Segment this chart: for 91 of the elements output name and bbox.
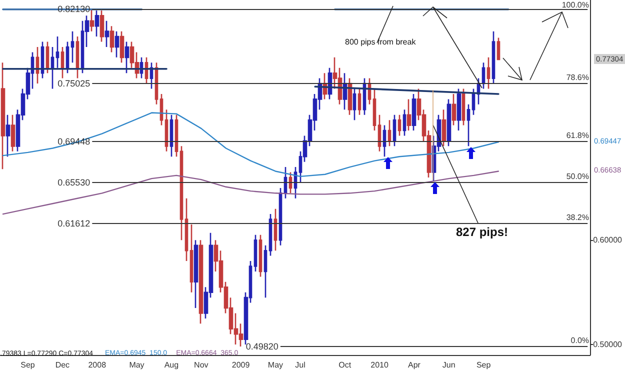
x-tick-label: May xyxy=(129,360,144,370)
candlestick xyxy=(198,239,204,324)
annotation: 50.0% xyxy=(566,172,589,181)
candlestick xyxy=(70,30,74,64)
x-tick-label: Oct xyxy=(338,360,352,370)
candlestick xyxy=(446,98,452,147)
candlestick xyxy=(496,37,500,60)
candlestick xyxy=(406,98,412,132)
candlestick xyxy=(0,62,6,170)
ref-line-label: 0.65530 xyxy=(58,177,90,188)
candlestick xyxy=(56,36,60,69)
candlestick xyxy=(378,114,382,152)
x-tick-label: Apr xyxy=(408,360,421,370)
y-tick-label: 0.60000 xyxy=(593,236,623,245)
candlestick xyxy=(124,41,130,74)
y-tick-label: 0.50000 xyxy=(593,340,623,350)
candlestick xyxy=(6,114,10,158)
candlestick xyxy=(402,108,406,136)
x-tick-label: 2010 xyxy=(370,360,389,370)
candlestick xyxy=(456,88,462,132)
candlestick xyxy=(442,108,446,147)
candlestick xyxy=(486,56,490,90)
candlestick xyxy=(100,10,104,42)
x-tick-label: Nov xyxy=(194,360,208,370)
candlestick xyxy=(150,62,154,90)
x-tick-label: Dec xyxy=(55,360,70,370)
candlestick xyxy=(170,114,174,158)
candlestick xyxy=(174,114,178,158)
candlestick xyxy=(392,114,396,147)
x-tick-label: 2008 xyxy=(88,360,107,370)
candlestick xyxy=(120,30,124,64)
x-tick-label: May xyxy=(268,360,284,370)
candlestick xyxy=(294,166,298,200)
candlestick xyxy=(472,88,476,116)
candlestick xyxy=(466,104,470,147)
annotation: 100.0% xyxy=(562,0,589,10)
annotation: 61.8% xyxy=(566,131,589,140)
candlestick xyxy=(268,213,272,256)
candlestick xyxy=(114,30,120,58)
candlestick xyxy=(352,88,356,121)
candlestick xyxy=(482,62,486,90)
candlestick xyxy=(372,88,376,132)
candlestick xyxy=(398,114,402,136)
candlestick xyxy=(278,187,282,246)
x-tick-label: Sep xyxy=(20,360,36,370)
candlestick xyxy=(76,36,80,79)
candlestick xyxy=(462,88,466,126)
x-tick-label: Jun xyxy=(442,360,456,370)
candlestick xyxy=(50,46,54,90)
line-series xyxy=(2,170,500,215)
candlestick xyxy=(412,93,416,132)
candlestick xyxy=(492,30,496,84)
x-tick-label: Aug xyxy=(164,360,179,370)
candlestick xyxy=(110,25,114,53)
x-tick-label: 2009 xyxy=(232,360,250,370)
candlestick xyxy=(190,224,194,294)
ref-line-label: 0.75025 xyxy=(58,78,90,88)
candlestick xyxy=(258,234,262,278)
annotation: 78.6% xyxy=(566,72,589,82)
candlestick xyxy=(36,46,40,84)
candlestick xyxy=(274,208,278,252)
annotation: 800 pips from break xyxy=(345,38,417,46)
candlestick xyxy=(180,146,184,241)
candlestick xyxy=(342,72,348,110)
x-tick-label: Jul xyxy=(295,360,306,370)
candlestick xyxy=(254,234,258,272)
candlestick xyxy=(60,46,64,79)
annotation: 38.2% xyxy=(566,212,589,222)
candlestick xyxy=(284,166,288,200)
candlestick xyxy=(194,239,198,309)
candlestick xyxy=(164,108,168,152)
candlestick xyxy=(358,88,362,116)
candlestick xyxy=(160,93,164,126)
x-tick-label: Sep xyxy=(476,360,492,370)
candlestick xyxy=(90,8,94,32)
annotation: 827 pips! xyxy=(456,225,508,239)
candlestick xyxy=(46,41,50,74)
annotation: 0.0% xyxy=(570,336,589,345)
line-series xyxy=(2,112,500,178)
ref-line-label: 0.61612 xyxy=(58,218,90,228)
candlestick xyxy=(288,172,292,194)
candlestick xyxy=(452,93,456,126)
candlestick xyxy=(388,119,392,147)
candlestick xyxy=(10,114,16,152)
candlestick xyxy=(184,198,188,262)
candlestick xyxy=(66,41,70,74)
candlestick xyxy=(264,244,268,298)
ref-line-label: 0.49820 xyxy=(246,341,278,352)
candlestick xyxy=(104,20,110,48)
candlestick xyxy=(94,10,100,38)
candlestick xyxy=(382,124,386,158)
